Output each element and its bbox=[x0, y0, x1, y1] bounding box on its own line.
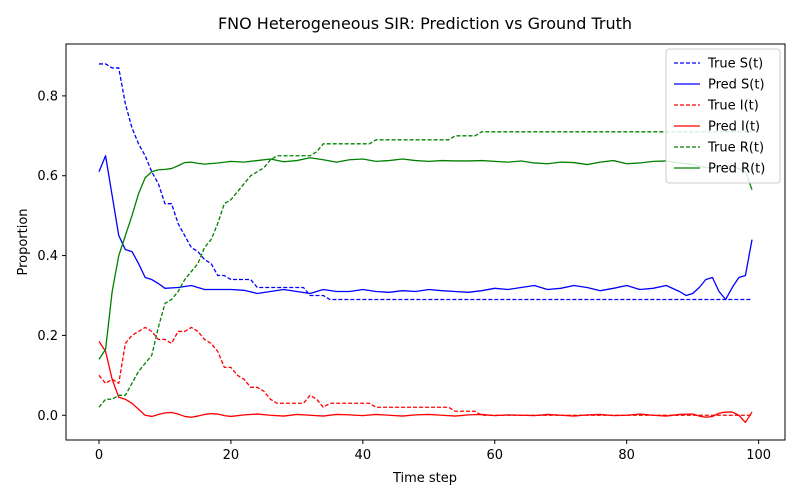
x-tick-label: 60 bbox=[486, 448, 503, 463]
series-line-true-i-t bbox=[98, 326, 753, 416]
plot-series-group bbox=[98, 63, 753, 424]
x-tick-label: 40 bbox=[355, 448, 372, 463]
x-tick-label: 80 bbox=[618, 448, 635, 463]
y-axis-ticks: 0.0 0.2 0.4 0.6 0.8 bbox=[37, 89, 66, 424]
chart-title: FNO Heterogeneous SIR: Prediction vs Gro… bbox=[218, 14, 632, 33]
plot-area-frame bbox=[65, 43, 786, 441]
x-tick-label: 0 bbox=[95, 448, 103, 463]
y-tick-label: 0.2 bbox=[37, 329, 58, 344]
legend-box bbox=[665, 48, 781, 184]
x-axis-ticks: 0 20 40 60 80 100 bbox=[95, 440, 771, 463]
x-axis-label: Time step bbox=[392, 471, 457, 486]
series-line-true-s-t bbox=[98, 63, 753, 301]
legend-label-true-r-t: True R(t) bbox=[707, 141, 764, 156]
legend-label-pred-s-t: Pred S(t) bbox=[708, 78, 765, 93]
series-line-true-r-t bbox=[98, 131, 753, 408]
legend-label-pred-i-t: Pred I(t) bbox=[708, 120, 760, 135]
legend-label-true-s-t: True S(t) bbox=[707, 57, 763, 72]
y-axis-label: Proportion bbox=[16, 208, 31, 275]
y-tick-label: 0.8 bbox=[37, 89, 58, 104]
y-tick-label: 0.6 bbox=[37, 169, 58, 184]
x-tick-label: 20 bbox=[223, 448, 240, 463]
legend: True S(t) Pred S(t) True I(t) Pred I(t) True… bbox=[665, 48, 781, 184]
y-tick-label: 0.0 bbox=[37, 409, 58, 424]
series-line-pred-s-t bbox=[98, 155, 753, 301]
y-tick-label: 0.4 bbox=[37, 249, 58, 264]
series-line-pred-i-t bbox=[98, 341, 753, 424]
series-line-pred-r-t bbox=[98, 157, 753, 360]
legend-label-true-i-t: True I(t) bbox=[707, 99, 759, 114]
legend-label-pred-r-t: Pred R(t) bbox=[708, 162, 765, 177]
x-tick-label: 100 bbox=[746, 448, 771, 463]
